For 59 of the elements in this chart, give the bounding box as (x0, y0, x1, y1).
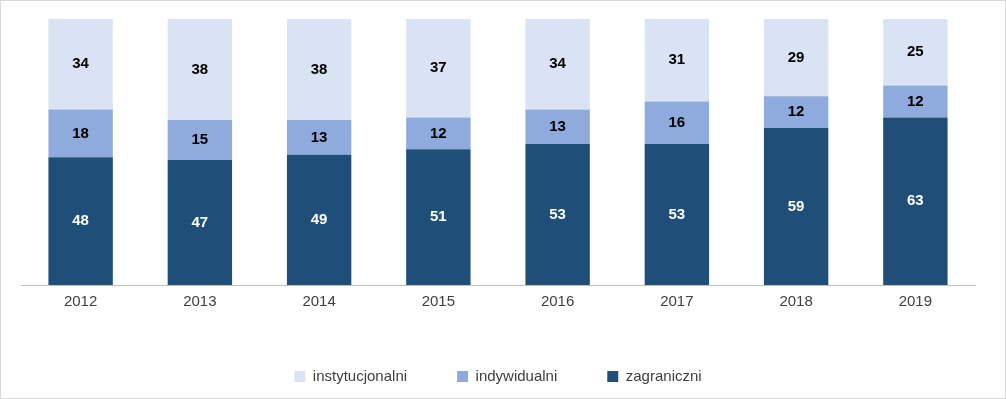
bar (883, 19, 948, 86)
x-tick-label: 2017 (660, 292, 694, 310)
x-tick-label: 2019 (898, 292, 933, 310)
data-label: 12 (430, 123, 447, 141)
data-label: 53 (668, 204, 686, 222)
x-tick-label: 2016 (540, 292, 575, 310)
bar (763, 19, 829, 97)
bar (48, 19, 113, 110)
data-label: 15 (191, 130, 209, 148)
bar (286, 19, 352, 121)
bar (644, 144, 710, 285)
data-label: 63 (907, 191, 924, 209)
bar (525, 144, 590, 285)
bar (286, 120, 352, 155)
bar (644, 101, 710, 145)
data-label: 13 (310, 127, 328, 145)
bar (406, 117, 471, 150)
data-label: 53 (549, 204, 566, 222)
bar (286, 154, 352, 285)
data-label: 12 (907, 91, 924, 109)
legend-label: zagraniczni (625, 366, 702, 384)
bar (763, 128, 829, 285)
bar (167, 159, 233, 285)
data-label: 18 (72, 123, 89, 141)
data-label: 37 (430, 58, 447, 76)
data-label: 51 (430, 207, 447, 225)
bar (644, 19, 710, 102)
data-label: 49 (310, 209, 328, 227)
bar (525, 19, 590, 110)
bar (763, 96, 829, 129)
data-label: 48 (72, 211, 89, 229)
data-label: 25 (907, 42, 924, 60)
bar (406, 149, 471, 285)
data-label: 16 (668, 112, 686, 130)
data-label: 34 (549, 54, 567, 72)
data-label: 47 (191, 212, 209, 230)
data-label: 29 (787, 47, 805, 65)
x-tick-label: 2018 (779, 292, 813, 310)
bar (525, 109, 590, 145)
data-label: 38 (191, 59, 209, 77)
data-label: 34 (72, 54, 90, 72)
legend-label: instytucjonalni (312, 366, 408, 384)
bar (167, 120, 233, 160)
data-label: 59 (787, 196, 805, 214)
bar (48, 157, 113, 285)
bar (167, 19, 233, 121)
bar (883, 117, 948, 285)
bar (48, 109, 113, 158)
data-label: 13 (549, 116, 566, 134)
x-tick-label: 2014 (302, 292, 336, 310)
x-tick-label: 2015 (421, 292, 456, 310)
bar (883, 85, 948, 118)
x-tick-label: 2013 (183, 292, 217, 310)
data-label: 12 (787, 102, 805, 120)
bar (406, 19, 471, 118)
legend-label: indywidualni (475, 366, 558, 384)
data-label: 38 (310, 59, 328, 77)
x-tick-label: 2012 (63, 292, 98, 310)
data-label: 31 (668, 50, 686, 68)
